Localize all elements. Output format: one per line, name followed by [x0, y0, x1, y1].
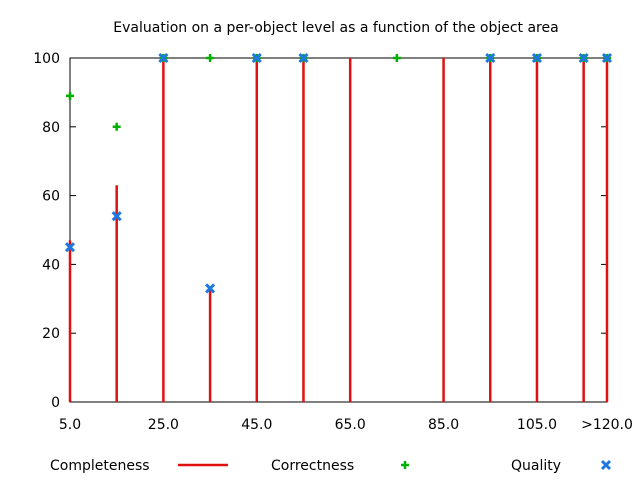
series-marks: [64, 52, 613, 402]
chart-title: Evaluation on a per-object level as a fu…: [113, 20, 558, 36]
x-tick-label: 85.0: [428, 417, 459, 433]
quality-point: [531, 52, 543, 64]
y-tick-label: 60: [42, 189, 60, 205]
x-tick-label: 5.0: [59, 417, 81, 433]
quality-point: [158, 52, 169, 64]
correctness-point: [206, 54, 215, 62]
x-tick-label: 45.0: [241, 417, 272, 433]
x-tick-label: 65.0: [335, 417, 366, 433]
quality-point: [298, 52, 309, 64]
y-tick-label: 20: [42, 326, 60, 342]
legend-swatch-correctness: [401, 461, 409, 469]
correctness-point: [66, 91, 74, 100]
x-tick-label: 25.0: [148, 417, 179, 433]
quality-point: [485, 52, 496, 64]
y-tick-label: 0: [51, 395, 60, 411]
quality-point: [64, 242, 76, 253]
legend-label-correctness: Correctness: [271, 458, 354, 474]
quality-point: [111, 211, 122, 222]
legend: Completeness Correctness Quality: [50, 458, 612, 474]
axis-ticks: 0 20 40 60 80 100 5.0 25.0 45.0 65.0 85.0 105.0 >120…: [33, 51, 633, 433]
y-tick-label: 100: [33, 51, 60, 67]
quality-point: [601, 52, 613, 64]
legend-label-completeness: Completeness: [50, 458, 150, 474]
quality-point: [251, 52, 262, 64]
correctness-point: [392, 54, 401, 62]
x-tick-label: 105.0: [517, 417, 557, 433]
x-tick-label: >120.0: [581, 417, 633, 433]
y-tick-label: 40: [42, 257, 60, 273]
correctness-point: [112, 122, 121, 131]
quality-point: [205, 283, 216, 294]
y-tick-label: 80: [42, 120, 60, 136]
legend-swatch-quality: [600, 459, 612, 471]
plot-frame: [69, 57, 608, 403]
legend-label-quality: Quality: [511, 458, 561, 474]
quality-point: [578, 52, 589, 64]
